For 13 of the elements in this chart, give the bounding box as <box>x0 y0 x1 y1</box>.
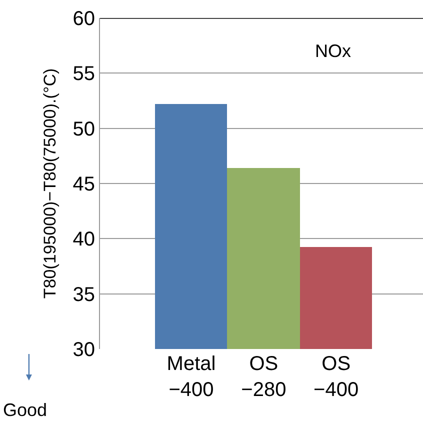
y-tick-label: 35 <box>72 284 95 306</box>
x-tick-label: OS −280 <box>241 353 286 401</box>
y-tick-label: 40 <box>72 228 95 251</box>
annotation: NOx <box>315 41 351 61</box>
y-tick-label: 60 <box>72 8 95 30</box>
y-tick-label: 30 <box>72 339 95 361</box>
y-tick-label: 50 <box>72 118 95 140</box>
y-axis-title: T80(195000)−T80(75000).(°C) <box>40 68 60 299</box>
y-tick-label: 55 <box>72 63 95 86</box>
y-tick-label: 45 <box>72 174 95 196</box>
x-tick-label: Metal −400 <box>166 353 216 401</box>
text: Good <box>3 400 48 420</box>
x-tick-label: OS −400 <box>314 353 359 401</box>
